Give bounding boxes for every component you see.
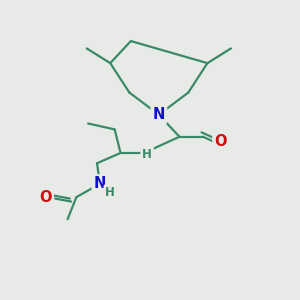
Text: H: H [105, 186, 115, 199]
Text: N: N [153, 107, 165, 122]
Text: O: O [214, 134, 227, 149]
Text: N: N [94, 176, 106, 191]
Text: O: O [39, 190, 52, 205]
Text: H: H [142, 148, 152, 161]
